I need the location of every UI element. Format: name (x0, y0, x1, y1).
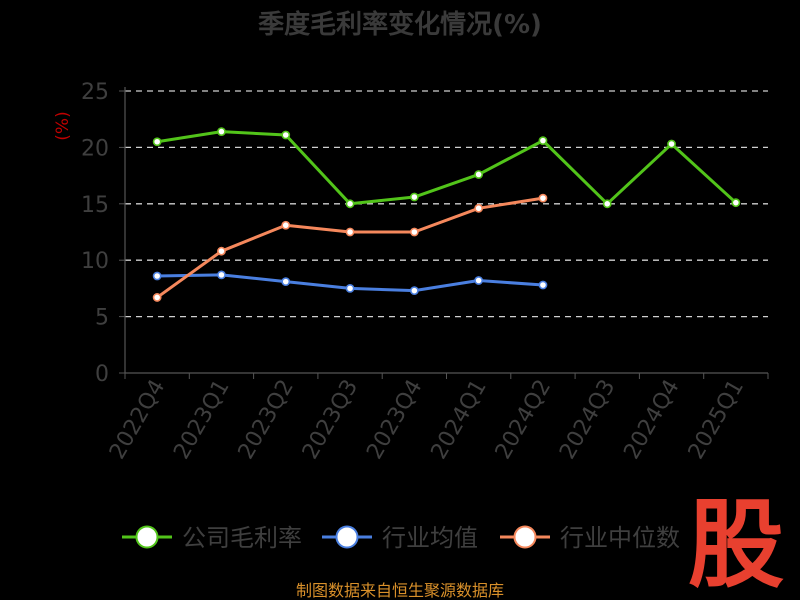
data-point (602, 199, 612, 209)
axes (119, 87, 769, 379)
legend-item: 公司毛利率 (122, 524, 302, 552)
data-point (474, 170, 484, 179)
series-line (156, 130, 737, 206)
legend-item: 行业中位数 (500, 524, 680, 552)
x-tick-label: 2024Q2 (491, 376, 556, 464)
legend: 公司毛利率 行业均值 行业中位数 (122, 524, 680, 552)
logo-mark: 股 (688, 489, 784, 600)
x-tick-label: 2022Q4 (105, 376, 170, 464)
y-tick-label: 5 (95, 306, 109, 331)
legend-label: 行业均值 (382, 524, 478, 552)
data-point (217, 246, 226, 256)
x-tick-label: 2023Q1 (169, 376, 234, 464)
data-point (345, 283, 355, 293)
x-tick-label: 2023Q4 (362, 376, 427, 464)
data-point (281, 277, 291, 287)
data-point (538, 280, 548, 290)
x-tick-label: 2024Q3 (555, 376, 620, 464)
x-tick-labels: 2022Q42023Q12023Q22023Q32023Q42024Q12024… (105, 376, 749, 464)
legend-marker (335, 525, 359, 549)
y-tick-label: 25 (81, 80, 109, 105)
data-point (474, 203, 484, 213)
data-point (152, 293, 162, 302)
legend-label: 公司毛利率 (182, 524, 302, 552)
x-tick-label: 2023Q3 (298, 376, 363, 464)
x-tick-label: 2024Q4 (619, 376, 684, 464)
series-0 (152, 127, 741, 209)
legend-label: 行业中位数 (560, 524, 680, 552)
data-point (281, 220, 291, 230)
x-tick-label: 2024Q1 (427, 376, 492, 464)
series-1 (152, 270, 548, 296)
data-point (409, 286, 419, 296)
y-tick-label: 10 (81, 249, 109, 274)
data-point (409, 192, 419, 202)
data-point (345, 199, 355, 209)
data-point (474, 276, 484, 285)
grid-lines (125, 90, 768, 318)
data-point (538, 193, 548, 203)
data-point (667, 139, 676, 149)
data-point (217, 127, 226, 137)
y-axis-unit-label: (%) (53, 111, 73, 140)
legend-marker (513, 525, 537, 549)
legend-marker (135, 525, 159, 549)
data-source-note: 制图数据来自恒生聚源数据库 (296, 581, 504, 600)
y-tick-labels: 0 5 10 15 20 25 (81, 80, 109, 387)
data-point (217, 270, 226, 280)
y-tick-label: 0 (95, 362, 109, 387)
x-tick-label: 2023Q2 (234, 376, 299, 464)
data-point (152, 271, 162, 281)
x-tick-label: 2025Q1 (684, 376, 749, 464)
data-point (345, 227, 355, 237)
data-point (281, 130, 291, 140)
y-tick-label: 15 (81, 193, 109, 218)
series-2 (152, 193, 548, 302)
data-point (538, 136, 548, 146)
data-point (152, 137, 162, 147)
y-tick-label: 20 (81, 136, 109, 161)
series-lines (152, 127, 741, 302)
data-point (731, 198, 741, 208)
series-line (156, 196, 544, 299)
data-point (409, 227, 419, 237)
legend-item: 行业均值 (322, 524, 478, 552)
chart-title: 季度毛利率变化情况(%) (258, 9, 542, 40)
